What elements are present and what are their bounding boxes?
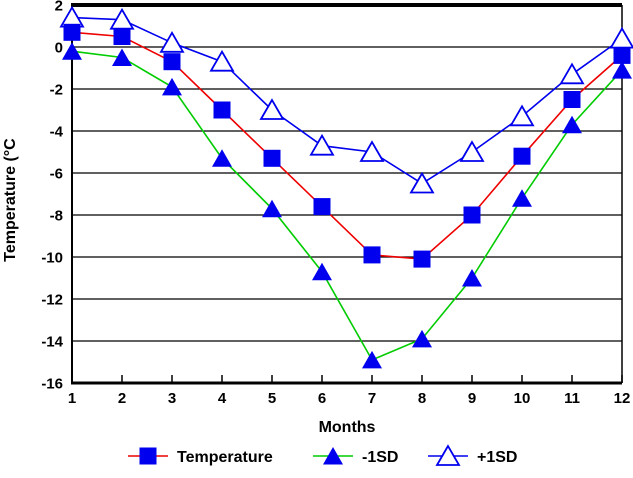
data-point-marker-square bbox=[363, 246, 381, 264]
data-point-marker-triangle-filled bbox=[162, 77, 182, 96]
x-tick-label: 3 bbox=[168, 390, 176, 407]
legend-item-+1sd: +1SD bbox=[428, 444, 517, 466]
data-point-marker-triangle-filled bbox=[512, 189, 532, 207]
y-tick-label: 2 bbox=[55, 0, 63, 15]
data-point-marker-square bbox=[63, 23, 81, 41]
data-point-marker-triangle-filled bbox=[612, 61, 632, 79]
data-point-marker-square bbox=[463, 206, 481, 224]
data-point-marker-triangle-open bbox=[309, 133, 335, 156]
y-tick-label: -6 bbox=[50, 166, 63, 183]
marker-layer bbox=[59, 5, 633, 369]
legend-label: +1SD bbox=[477, 449, 517, 466]
data-point-marker-square bbox=[139, 447, 157, 465]
grid-layer bbox=[71, 3, 623, 385]
x-tick-label: 4 bbox=[218, 390, 227, 407]
data-point-marker-triangle-filled bbox=[562, 115, 582, 134]
y-tick-label: -8 bbox=[50, 208, 63, 225]
data-point-marker-triangle-filled bbox=[62, 42, 82, 60]
y-axis-title: Temperature (°C bbox=[2, 138, 19, 262]
data-point-marker-triangle-filled bbox=[312, 262, 332, 281]
series-line-temperature bbox=[71, 31, 623, 260]
data-point-marker-triangle-filled bbox=[362, 350, 382, 369]
y-tick-label: -12 bbox=[41, 292, 63, 309]
y-tick-label: -16 bbox=[41, 376, 63, 393]
x-tick-label: 1 bbox=[68, 390, 76, 407]
data-point-marker-square bbox=[313, 198, 331, 216]
x-tick-label: 2 bbox=[118, 390, 126, 407]
series-layer bbox=[71, 16, 623, 361]
x-tick-label: 5 bbox=[268, 390, 276, 407]
data-point-marker-triangle-filled bbox=[262, 199, 282, 218]
data-point-marker-triangle-open bbox=[459, 140, 485, 162]
x-tick-label: 7 bbox=[368, 390, 376, 407]
data-point-marker-triangle-filled bbox=[412, 329, 432, 348]
y-tick-label: -14 bbox=[41, 334, 63, 351]
data-point-marker-triangle-open bbox=[259, 98, 285, 120]
data-point-marker-square bbox=[263, 149, 281, 167]
data-point-marker-triangle-open bbox=[159, 31, 185, 53]
y-tick-label: -2 bbox=[50, 82, 63, 99]
data-point-marker-square bbox=[513, 147, 531, 165]
data-point-marker-triangle-open bbox=[435, 444, 461, 466]
data-point-marker-triangle-open bbox=[509, 104, 535, 127]
data-point-marker-triangle-filled bbox=[212, 149, 232, 167]
legend: Temperature -1SD +1SD bbox=[128, 444, 517, 466]
y-tick-label: 0 bbox=[55, 40, 63, 57]
data-point-marker-square bbox=[113, 28, 131, 45]
data-point-marker-triangle-open bbox=[59, 5, 85, 28]
data-point-marker-triangle-open bbox=[359, 140, 385, 162]
x-tick-label: 6 bbox=[318, 390, 326, 407]
data-point-marker-triangle-open bbox=[209, 49, 235, 72]
data-point-marker-square bbox=[563, 91, 581, 108]
x-tick-label: 9 bbox=[468, 390, 476, 407]
x-tick-label: 11 bbox=[564, 390, 580, 407]
data-point-marker-triangle-open bbox=[609, 26, 633, 49]
y-tick-label: -10 bbox=[41, 250, 63, 267]
data-point-marker-square bbox=[613, 46, 631, 64]
data-point-marker-triangle-filled bbox=[323, 447, 343, 465]
y-tick-label: -4 bbox=[50, 124, 64, 141]
x-tick-label: 10 bbox=[514, 390, 531, 407]
data-point-marker-triangle-open bbox=[409, 171, 435, 194]
data-point-marker-triangle-filled bbox=[112, 48, 132, 66]
data-point-marker-triangle-open bbox=[559, 62, 585, 85]
legend-label: -1SD bbox=[362, 449, 398, 466]
legend-item-temperature: Temperature bbox=[128, 447, 273, 466]
data-point-marker-square bbox=[213, 101, 231, 119]
data-point-marker-square bbox=[413, 250, 431, 268]
data-point-marker-square bbox=[163, 53, 181, 71]
series-line--1sd bbox=[71, 50, 623, 361]
series-line-+1sd bbox=[71, 16, 623, 185]
data-point-marker-triangle-filled bbox=[462, 269, 482, 287]
x-tick-label: 12 bbox=[614, 390, 631, 407]
x-tick-label: 8 bbox=[418, 390, 426, 407]
legend-item--1sd: -1SD bbox=[313, 447, 398, 466]
x-axis-title: Months bbox=[319, 419, 376, 436]
legend-label: Temperature bbox=[177, 449, 273, 466]
